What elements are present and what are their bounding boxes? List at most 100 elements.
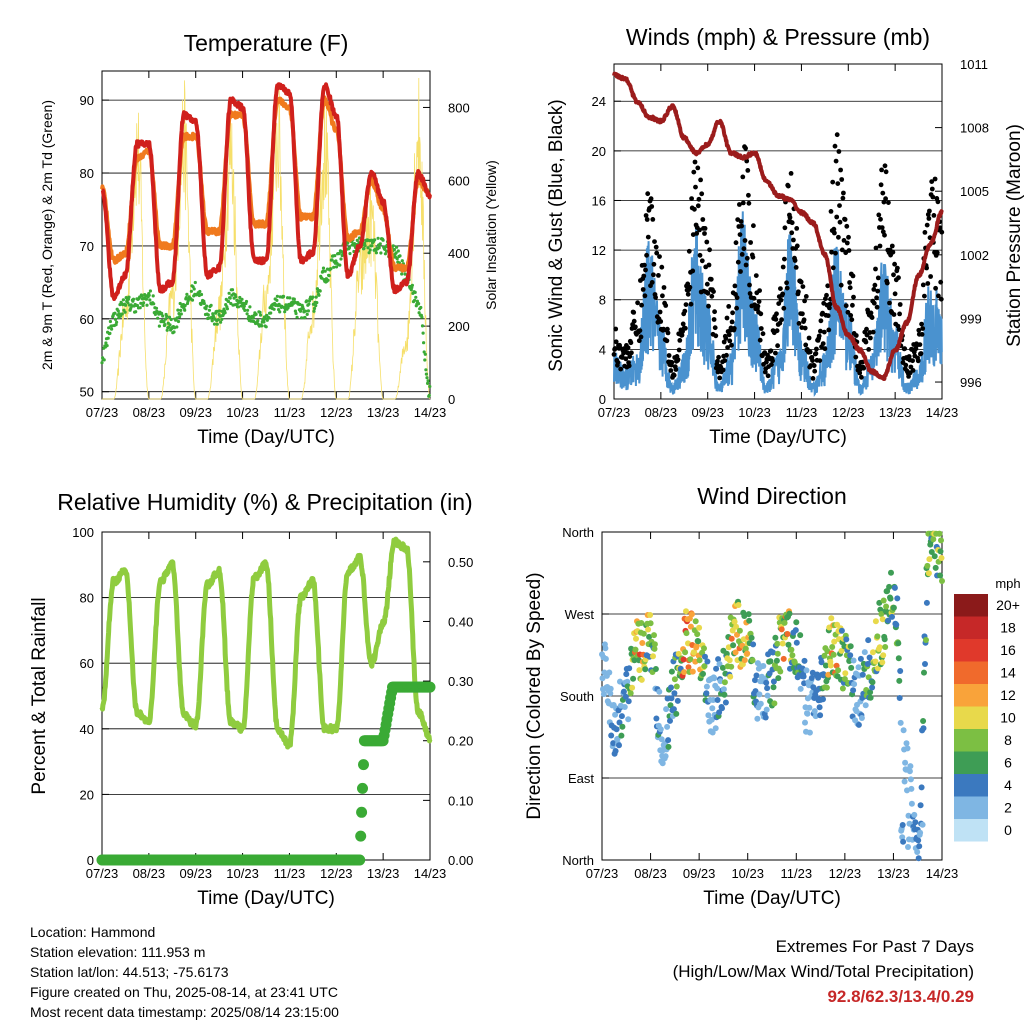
dewpoint-point [141,303,145,308]
direction-point [774,650,781,657]
direction-point [664,723,671,730]
direction-point [745,611,752,618]
dewpoint-point [348,252,352,256]
y-tick-label-wind-2: 8 [599,293,606,308]
gust-point [706,262,712,268]
dewpoint-point [338,263,342,267]
dewpoint-point [258,310,262,314]
x-tick-label-wind-3: 10/23 [738,405,771,420]
direction-point [658,736,665,743]
dewpoint-point [367,251,371,255]
direction-point [930,536,937,543]
gust-point [673,367,679,372]
gust-point [721,339,727,345]
dewpoint-point [400,272,404,276]
direction-point [721,679,728,686]
direction-point [683,608,689,615]
dewpoint-point [209,303,213,307]
direction-point [917,802,924,809]
dewpoint-point [248,305,252,309]
gust-point [668,368,674,373]
dewpoint-point [192,287,196,291]
gust-point [927,208,932,214]
gust-point [873,266,878,272]
direction-point [896,695,903,701]
direction-point [911,811,918,818]
gust-point [811,363,817,368]
direction-point [896,677,903,684]
direction-point [771,700,778,707]
colorbar-swatch [954,819,988,842]
dewpoint-point [403,272,407,276]
dewpoint-point [295,315,299,319]
x-axis-label-wind: Time (Day/UTC) [709,427,847,448]
dewpoint-point [251,316,255,320]
direction-point [612,711,619,718]
gust-point [740,174,746,180]
dewpoint-point [178,315,182,319]
dewpoint-point [215,322,219,326]
gust-point [625,350,630,356]
colorbar-label-2: 16 [1000,642,1016,658]
dewpoint-point [108,331,112,335]
direction-point [625,698,632,705]
direction-point [713,665,720,672]
gust-point [906,374,911,379]
gust-point [785,183,791,189]
gust-point [838,167,843,173]
direction-point [847,643,854,650]
direction-point [616,742,622,749]
colorbar-label-3: 14 [1000,665,1016,681]
gust-point [692,159,698,165]
y-tick-label-dir-3: West [565,607,595,622]
x-axis-label-dir: Time (Day/UTC) [703,888,841,909]
direction-point [701,663,708,670]
extremes-subtitle: (High/Low/Max Wind/Total Precipitation) [672,962,974,981]
direction-point [774,640,781,647]
dewpoint-point [163,317,168,321]
gust-point [910,368,916,373]
gust-point [827,301,833,307]
direction-point [923,637,929,643]
gust-point [633,324,638,330]
y-tick-label-temp-2: 70 [80,239,94,254]
y2-tick-label-wind-4: 1008 [960,121,989,136]
direction-point [872,658,879,665]
direction-point [780,655,787,662]
colorbar-label-5: 10 [1000,710,1016,726]
gust-point [765,373,771,379]
gust-point [810,376,816,381]
direction-point [818,659,825,666]
y-axis-label-rh: Percent & Total Rainfall [29,597,50,794]
dewpoint-point [288,296,292,300]
y-tick-label-temp-0: 50 [80,385,94,400]
gust-point [846,234,851,240]
direction-point [600,691,607,698]
dewpoint-point [370,244,374,248]
gust-point [747,282,752,288]
direction-point [901,778,908,785]
dewpoint-point [156,316,160,320]
gust-point [787,215,793,220]
dewpoint-point [124,303,128,307]
gust-point [791,237,796,243]
direction-point [797,685,804,692]
dewpoint-point [157,324,161,328]
direction-point [665,737,672,744]
dewpoint-point [183,303,187,308]
extremes-title: Extremes For Past 7 Days [775,937,974,956]
gust-point [707,247,712,253]
gust-point [836,234,841,240]
gust-point [729,342,734,348]
gust-point [874,304,880,310]
gust-point [715,358,720,364]
dewpoint-point [243,308,247,312]
colorbar-label-4: 12 [1000,687,1016,703]
dewpoint-point [423,358,427,362]
gust-point [651,261,657,267]
gust-point [897,302,903,307]
direction-point [752,688,759,695]
direction-point [728,663,735,670]
direction-point [731,618,738,625]
